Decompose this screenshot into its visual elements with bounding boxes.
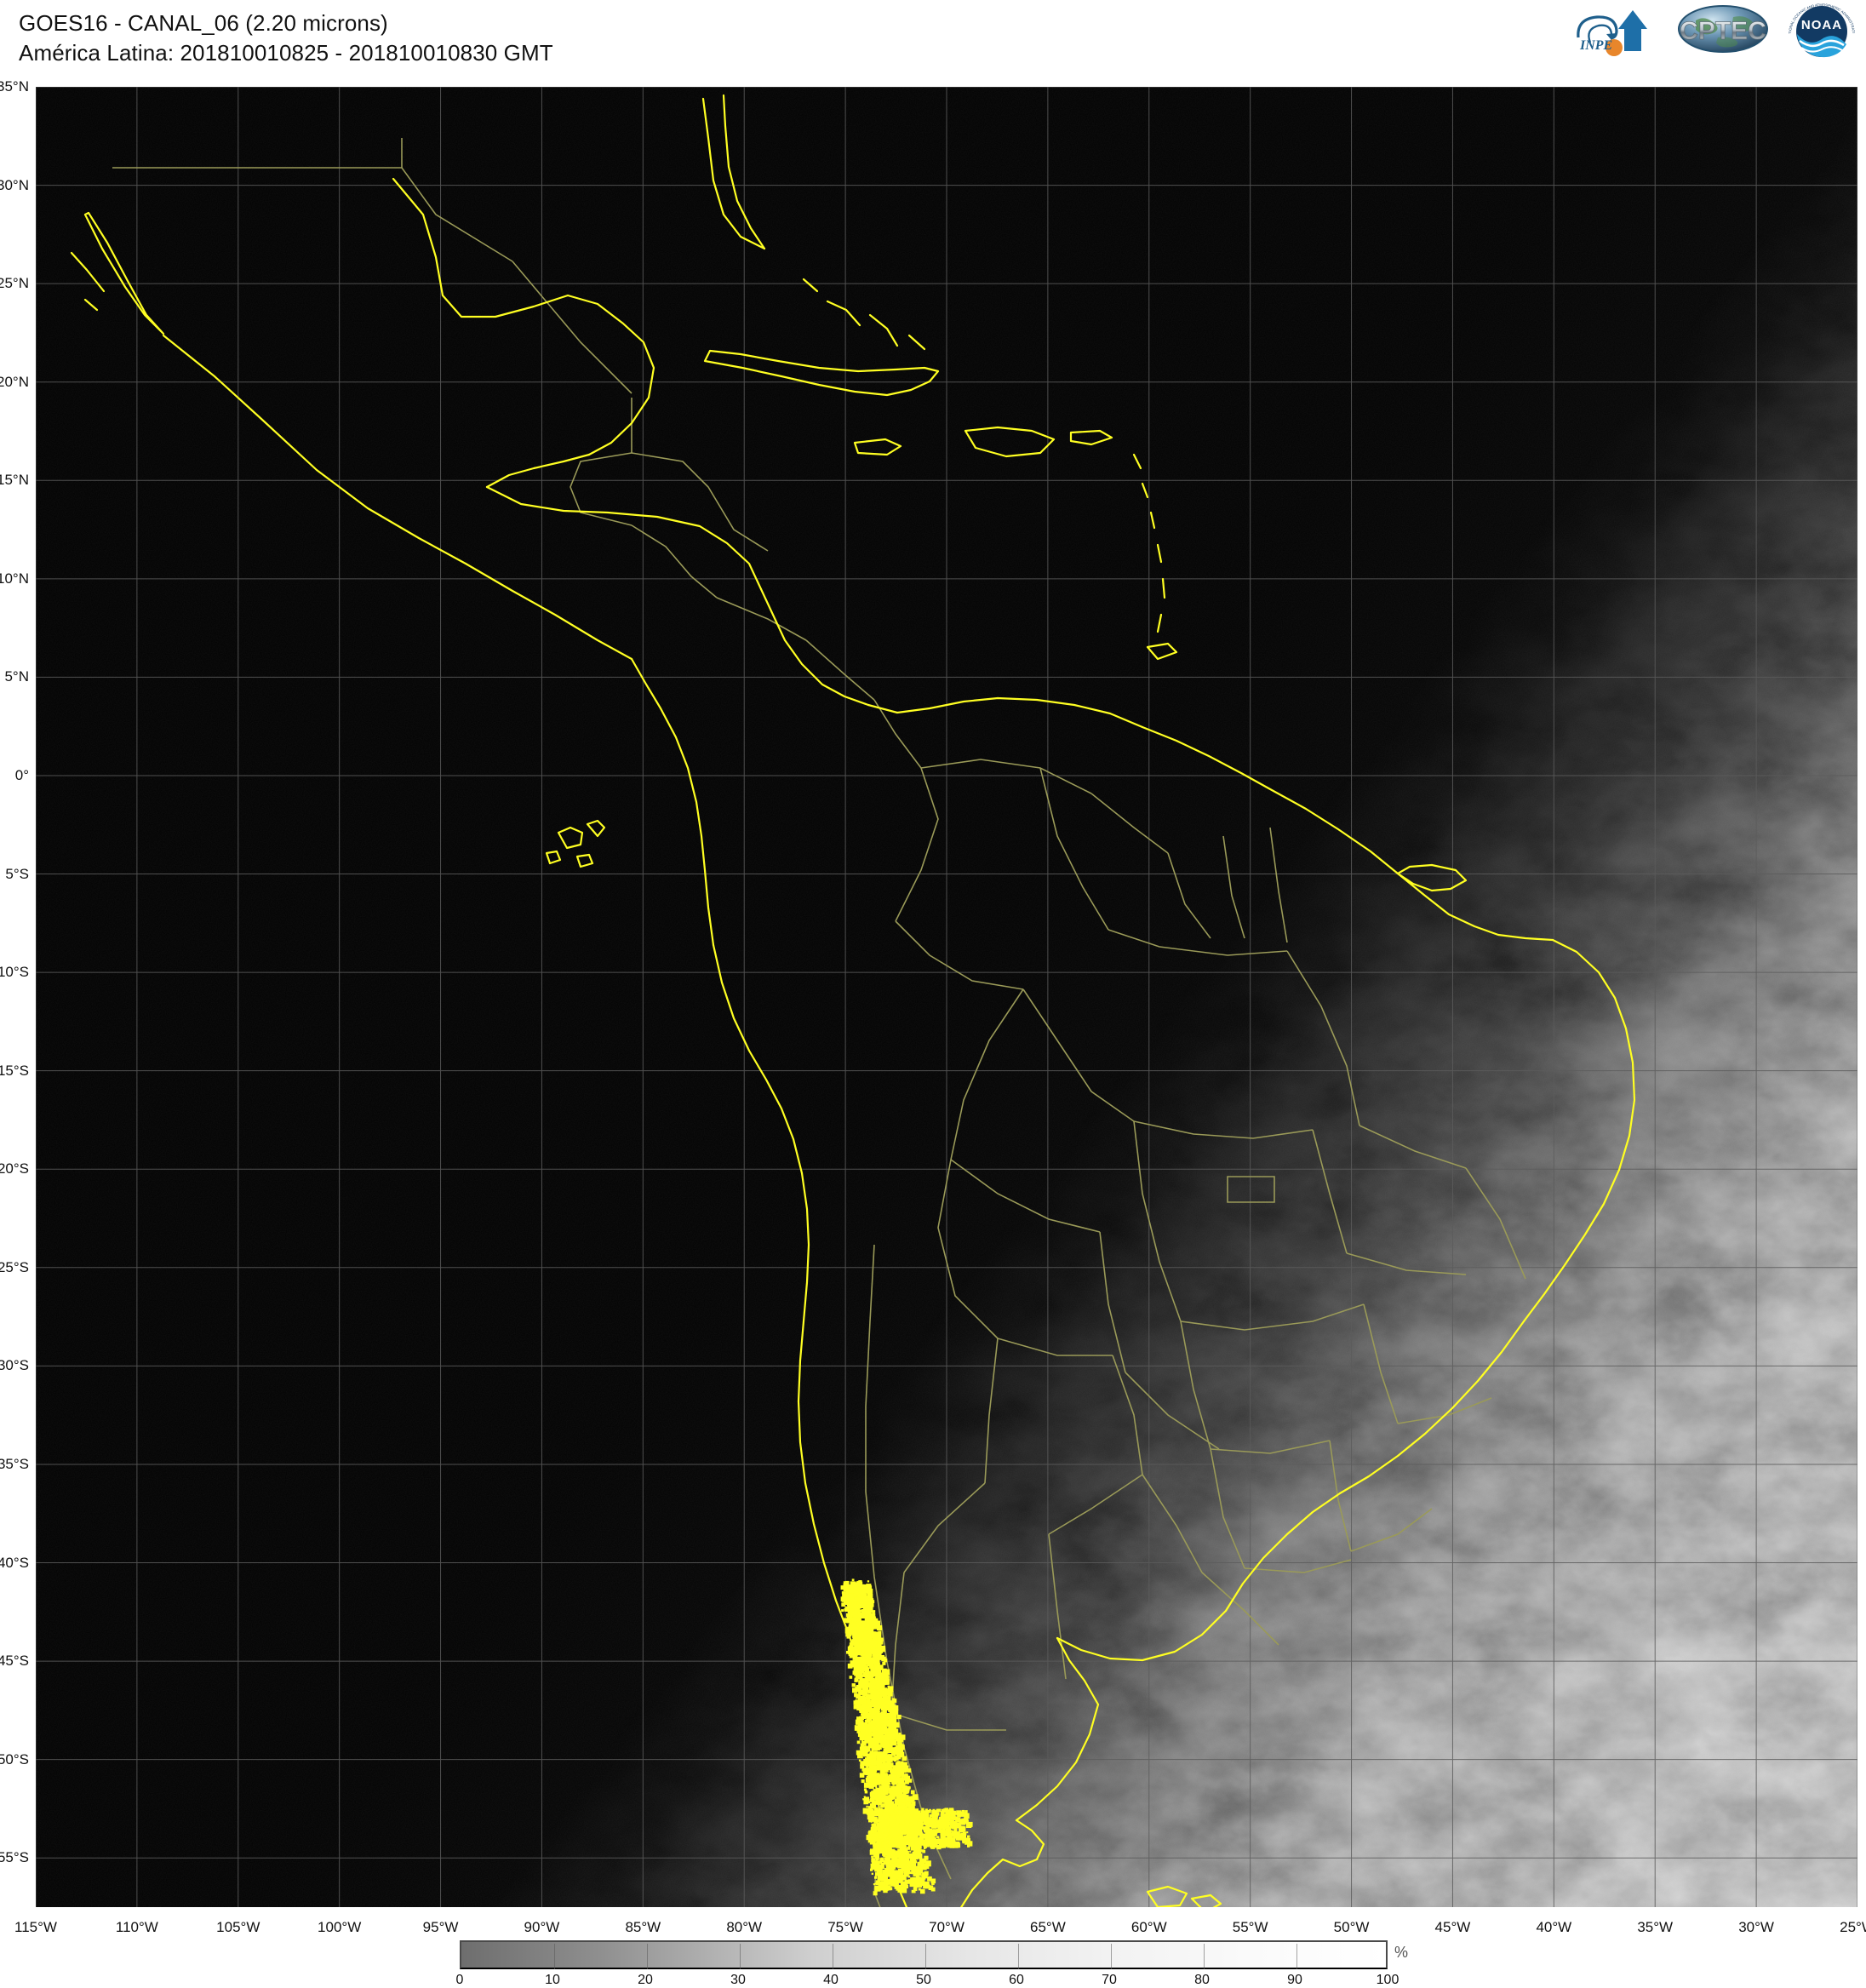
- lat-tick-label: 15°N: [0, 472, 29, 489]
- lat-tick-label: 5°N: [4, 668, 29, 685]
- lon-tick-label: 65°W: [1029, 1919, 1066, 1935]
- lon-tick-label: 80°W: [726, 1919, 763, 1935]
- lat-tick-label: 25°N: [0, 275, 29, 292]
- cptec-logo-text: CPTEC: [1680, 17, 1766, 45]
- lat-tick-label: 10°S: [0, 964, 29, 981]
- lat-lon-grid: [36, 87, 1857, 1907]
- inpe-logo-text: INPE: [1579, 38, 1612, 53]
- lon-tick-label: 40°W: [1536, 1919, 1572, 1935]
- colorbar-tick-label: 20: [638, 1973, 653, 1987]
- colorbar-tick-label: 40: [823, 1973, 839, 1987]
- chilean-fjords: [840, 1578, 973, 1896]
- map-panel: 35°N 30°N 25°N 20°N 15°N 10°N 5°N 0° 5°S 10°S 15°S…: [0, 78, 1866, 1935]
- lat-tick-label: 10°N: [0, 570, 29, 587]
- lon-tick-label: 95°W: [422, 1919, 459, 1935]
- colorbar-tick-label: 0: [455, 1973, 464, 1987]
- title-line-region-time: América Latina: 201810010825 - 201810010…: [19, 40, 553, 66]
- lon-tick-label: 110°W: [115, 1919, 158, 1935]
- lon-tick-label: 85°W: [625, 1919, 661, 1935]
- colorbar-divider: [740, 1944, 741, 1969]
- inpe-logo: INPE: [1571, 3, 1663, 58]
- colorbar: % 0 10 20 30 40 50 60 70 80 90 100: [456, 1940, 1408, 1987]
- lat-tick-label: 15°S: [0, 1062, 29, 1079]
- colorbar-unit-label: %: [1394, 1944, 1409, 1961]
- lon-tick-label: 105°W: [216, 1919, 260, 1935]
- lon-tick-label: 90°W: [524, 1919, 560, 1935]
- lat-tick-label: 55°S: [0, 1849, 29, 1866]
- lon-tick-label: 45°W: [1434, 1919, 1471, 1935]
- colorbar-divider: [1204, 1944, 1205, 1969]
- colorbar-tick-label: 60: [1009, 1973, 1024, 1987]
- title-block: GOES16 - CANAL_06 (2.20 microns) América…: [19, 9, 553, 68]
- lat-tick-label: 40°S: [0, 1554, 29, 1571]
- logo-row: INPE: [1571, 0, 1861, 60]
- lat-tick-label: 25°S: [0, 1258, 29, 1275]
- satellite-raster: [36, 87, 1857, 1907]
- lat-tick-label: 20°N: [0, 373, 29, 390]
- cptec-logo: CPTEC: [1672, 3, 1774, 58]
- colorbar-divider: [1296, 1944, 1297, 1969]
- colorbar-divider: [554, 1944, 555, 1969]
- title-line-channel: GOES16 - CANAL_06 (2.20 microns): [19, 10, 388, 36]
- colorbar-tick-label: 80: [1194, 1973, 1210, 1987]
- coastlines: [70, 94, 1636, 1907]
- satellite-image: [36, 87, 1857, 1907]
- lat-tick-label: 30°N: [0, 176, 29, 193]
- colorbar-tick-label: 70: [1102, 1973, 1117, 1987]
- lat-tick-label: 45°S: [0, 1653, 29, 1670]
- lat-tick-label: 5°S: [5, 865, 29, 882]
- colorbar-divider: [925, 1944, 926, 1969]
- colorbar-tick-label: 10: [545, 1973, 560, 1987]
- colorbar-tick-label: 100: [1376, 1973, 1400, 1987]
- lon-tick-label: 50°W: [1333, 1919, 1370, 1935]
- lon-tick-label: 60°W: [1130, 1919, 1167, 1935]
- colorbar-divider: [1018, 1944, 1019, 1969]
- lat-tick-label: 0°: [14, 766, 29, 783]
- lat-tick-label: 50°S: [0, 1750, 29, 1767]
- lon-tick-label: 70°W: [929, 1919, 964, 1935]
- lat-tick-label: 35°N: [0, 78, 29, 95]
- lon-tick-label: 35°W: [1637, 1919, 1674, 1935]
- colorbar-divider: [1111, 1944, 1112, 1969]
- lat-tick-label: 20°S: [0, 1160, 29, 1177]
- lat-tick-label: 30°S: [0, 1357, 29, 1374]
- colorbar-tick-label: 50: [916, 1973, 931, 1987]
- lon-tick-label: 115°W: [14, 1919, 57, 1935]
- lat-tick-label: 35°S: [0, 1455, 29, 1472]
- lon-tick-label: 55°W: [1232, 1919, 1268, 1935]
- colorbar-tick-label: 30: [730, 1973, 746, 1987]
- colorbar-tick-label: 90: [1287, 1973, 1302, 1987]
- lon-tick-label: 25°W: [1840, 1919, 1866, 1935]
- colorbar-divider: [647, 1944, 648, 1969]
- lon-tick-label: 100°W: [318, 1919, 362, 1935]
- colorbar-gradient: [460, 1940, 1388, 1969]
- noaa-logo: NOAA NATIONAL OCEANIC AND ATMOSPHERIC AD…: [1781, 0, 1861, 58]
- lon-tick-label: 75°W: [827, 1919, 863, 1935]
- lon-tick-label: 30°W: [1738, 1919, 1774, 1935]
- political-borders: [112, 138, 1526, 1907]
- noaa-logo-text: NOAA: [1801, 18, 1842, 32]
- page-header: GOES16 - CANAL_06 (2.20 microns) América…: [0, 0, 1866, 85]
